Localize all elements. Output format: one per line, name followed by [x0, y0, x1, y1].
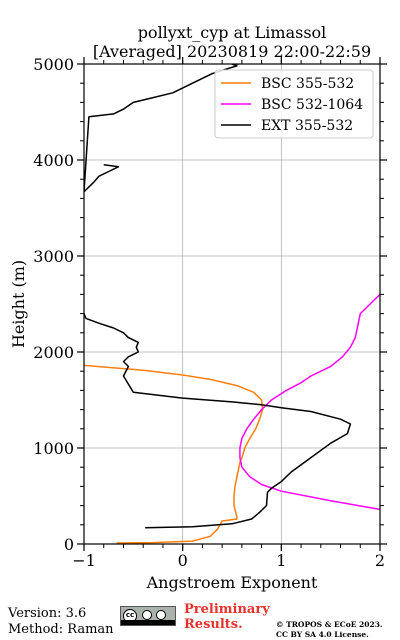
y-tick-label: 4000 — [33, 151, 74, 170]
y-tick-label: 3000 — [33, 247, 74, 266]
copyright-note: © TROPOS & ECoE 2023. CC BY SA 4.0 Licen… — [276, 620, 383, 640]
y-tick-label: 1000 — [33, 439, 74, 458]
x-tick-label: 0 — [178, 551, 188, 570]
chart-subtitle: [Averaged] 20230819 22:00-22:59 — [93, 42, 371, 61]
license-strip — [121, 620, 175, 625]
preliminary-line-2: Results. — [184, 617, 243, 632]
legend-label-bsc355: BSC 355-532 — [261, 76, 354, 92]
x-axis-label: Angstroem Exponent — [146, 573, 318, 592]
series-ext-355-532-line — [84, 313, 352, 529]
by-attribution-icon — [142, 610, 152, 620]
y-tick-label: 2000 — [33, 343, 74, 362]
preliminary-note: Preliminary Results. — [184, 602, 270, 632]
preliminary-line-1: Preliminary — [184, 602, 270, 617]
share-alike-icon — [156, 610, 166, 620]
legend-label-bsc532: BSC 532-1064 — [261, 97, 363, 113]
series-bsc-355-532-line — [84, 364, 264, 544]
footer-info: Version: 3.6 Method: Raman — [8, 606, 114, 638]
legend-box — [214, 69, 374, 139]
copyright-line-2: CC BY SA 4.0 License. — [276, 630, 369, 639]
plot-frame — [83, 63, 381, 545]
version-text: Version: 3.6 — [8, 606, 87, 621]
y-axis-label: Height (m) — [9, 260, 28, 348]
y-tick-label: 0 — [64, 535, 74, 554]
series-bsc-532-1064-line — [239, 293, 380, 511]
x-tick-label: −1 — [72, 551, 96, 570]
x-tick-label: 2 — [375, 551, 385, 570]
method-text: Method: Raman — [8, 622, 114, 637]
copyright-line-1: © TROPOS & ECoE 2023. — [276, 620, 383, 629]
legend: BSC 355-532 BSC 532-1064 EXT 355-532 — [214, 69, 374, 139]
y-tick-label: 5000 — [33, 55, 74, 74]
x-tick-label: 1 — [276, 551, 286, 570]
series-ext-355-532-line — [84, 64, 239, 193]
chart: pollyxt_cyp at Limassol [Averaged] 20230… — [9, 23, 387, 592]
cc-license-icon: cc — [120, 606, 176, 626]
chart-title: pollyxt_cyp at Limassol — [138, 23, 327, 42]
legend-label-ext355: EXT 355-532 — [261, 118, 353, 134]
series-layer — [84, 64, 380, 544]
